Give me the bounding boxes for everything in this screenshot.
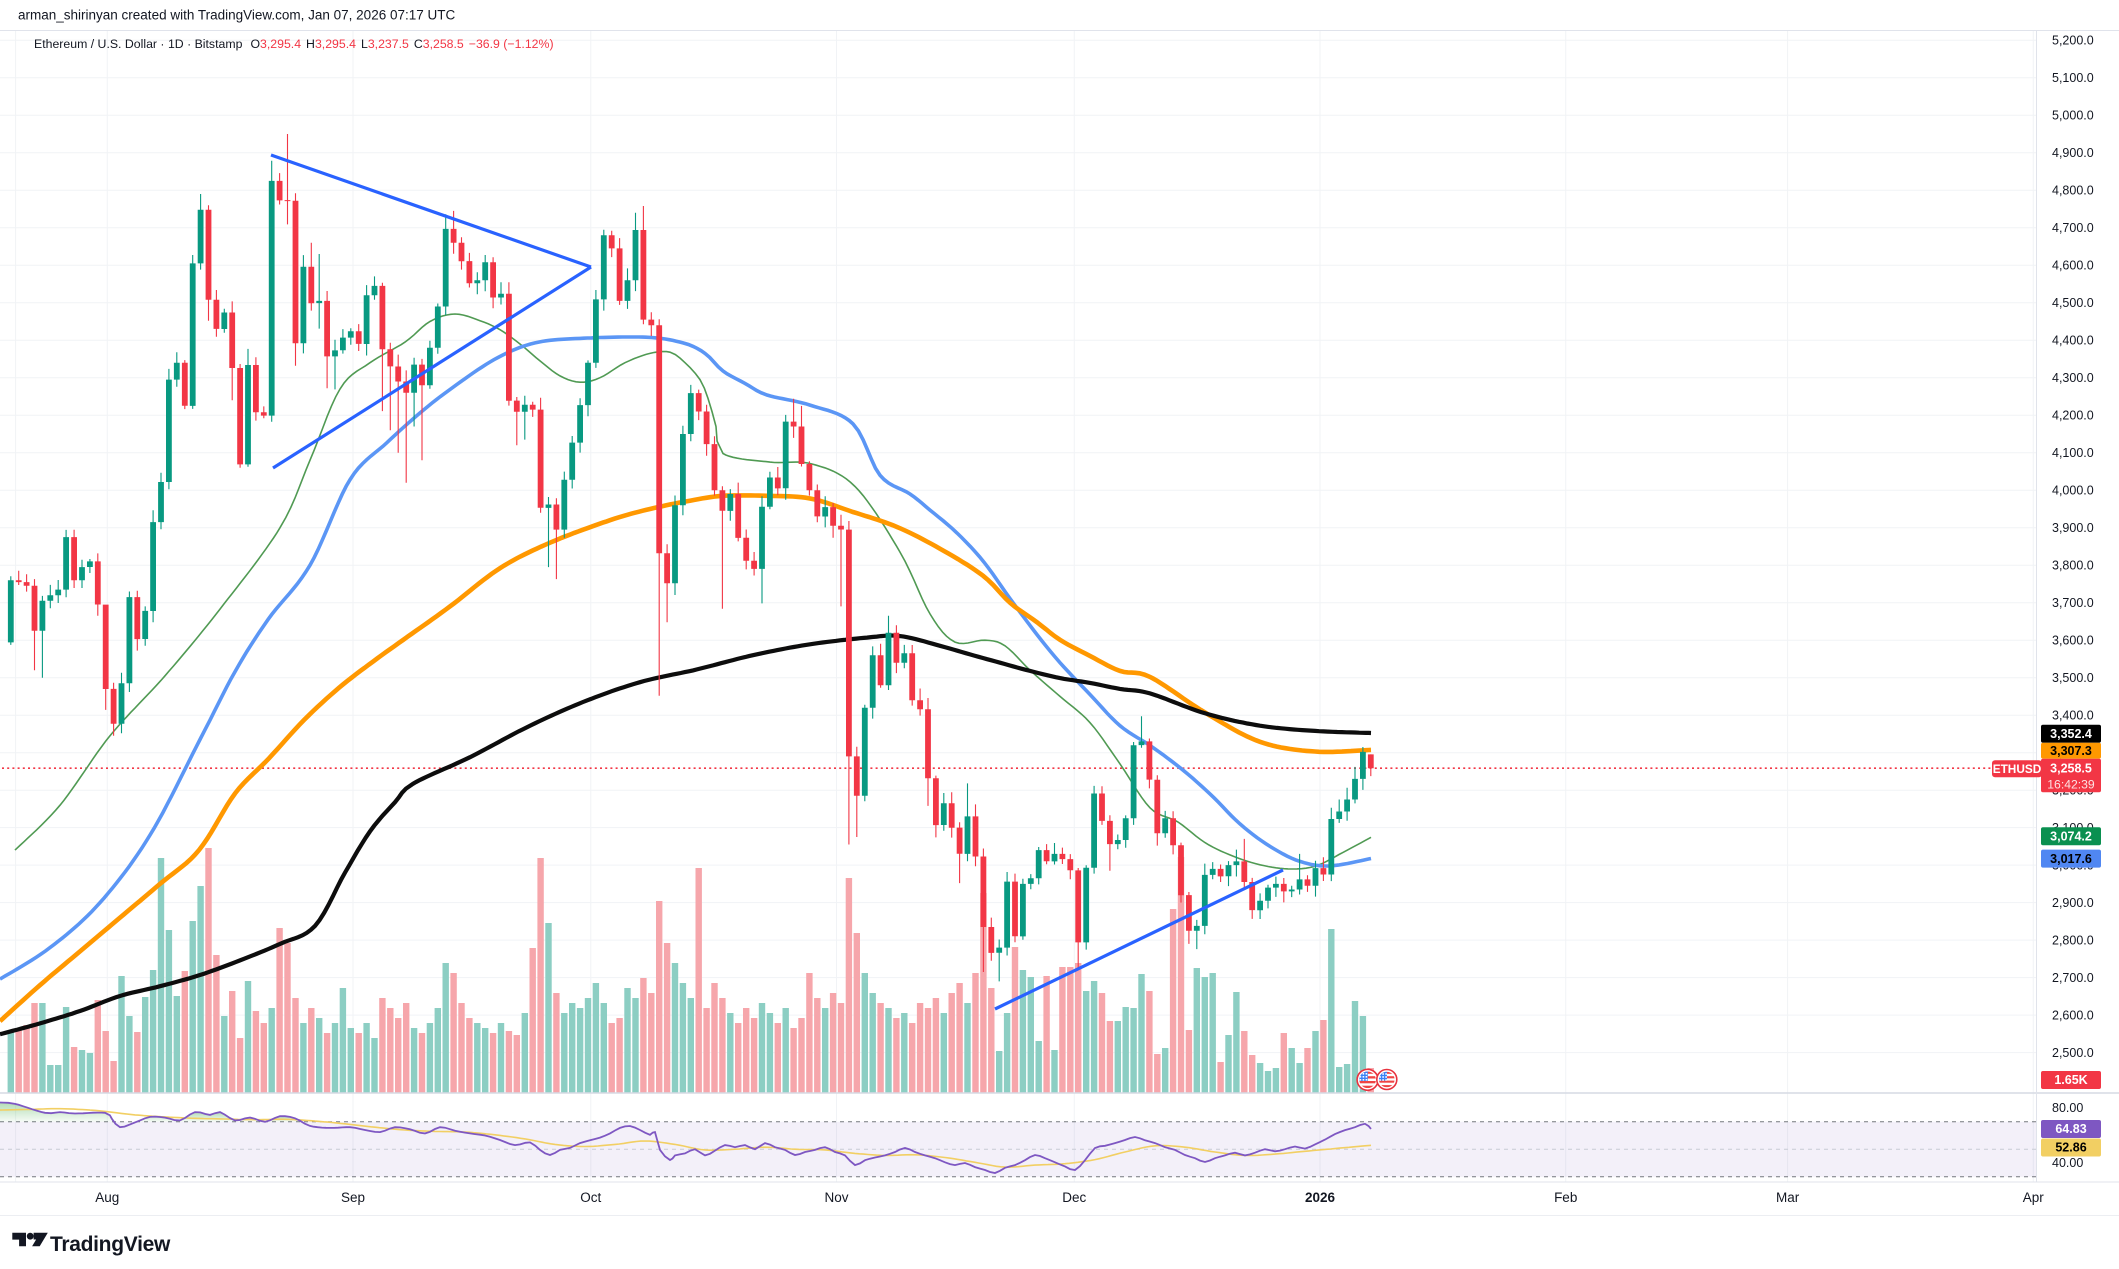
svg-text:Dec: Dec [1062,1190,1086,1205]
svg-text:3,017.6: 3,017.6 [2050,852,2092,866]
svg-text:1.65K: 1.65K [2054,1073,2087,1087]
svg-text:3,352.4: 3,352.4 [2050,727,2092,741]
svg-text:16:42:39: 16:42:39 [2047,778,2095,792]
svg-text:4,800.0: 4,800.0 [2052,184,2094,198]
svg-text:3,400.0: 3,400.0 [2052,708,2094,722]
svg-text:2,500.0: 2,500.0 [2052,1046,2094,1060]
svg-text:arman_shirinyan created with T: arman_shirinyan created with TradingView… [18,8,455,23]
svg-text:3,600.0: 3,600.0 [2052,633,2094,647]
svg-text:4,600.0: 4,600.0 [2052,259,2094,273]
svg-text:3,700.0: 3,700.0 [2052,596,2094,610]
svg-text:80.00: 80.00 [2052,1101,2083,1115]
svg-text:3,307.3: 3,307.3 [2050,744,2092,758]
svg-text:4,200.0: 4,200.0 [2052,408,2094,422]
svg-text:5,000.0: 5,000.0 [2052,109,2094,123]
svg-text:Sep: Sep [341,1190,365,1205]
svg-text:4,100.0: 4,100.0 [2052,446,2094,460]
svg-text:Feb: Feb [1554,1190,1577,1205]
svg-text:Oct: Oct [580,1190,601,1205]
svg-text:4,300.0: 4,300.0 [2052,371,2094,385]
svg-text:4,400.0: 4,400.0 [2052,333,2094,347]
svg-text:Aug: Aug [95,1190,119,1205]
svg-text:4,700.0: 4,700.0 [2052,221,2094,235]
svg-text:Mar: Mar [1776,1190,1800,1205]
svg-text:2,700.0: 2,700.0 [2052,971,2094,985]
svg-text:4,000.0: 4,000.0 [2052,483,2094,497]
svg-text:3,800.0: 3,800.0 [2052,558,2094,572]
svg-text:Nov: Nov [824,1190,848,1205]
svg-text:2,600.0: 2,600.0 [2052,1008,2094,1022]
svg-text:2026: 2026 [1305,1190,1336,1205]
svg-text:Ethereum / U.S. Dollar · 1D ·: Ethereum / U.S. Dollar · 1D · Bitstamp O3… [34,37,554,51]
svg-text:3,258.5: 3,258.5 [2050,762,2092,776]
svg-text:52.86: 52.86 [2055,1141,2086,1155]
svg-text:4,900.0: 4,900.0 [2052,146,2094,160]
svg-text:TradingView: TradingView [50,1233,171,1256]
svg-text:2,900.0: 2,900.0 [2052,896,2094,910]
svg-text:3,900.0: 3,900.0 [2052,521,2094,535]
svg-text:4,500.0: 4,500.0 [2052,296,2094,310]
svg-text:40.00: 40.00 [2052,1156,2083,1170]
svg-text:64.83: 64.83 [2055,1122,2086,1136]
svg-text:2,800.0: 2,800.0 [2052,933,2094,947]
svg-text:5,200.0: 5,200.0 [2052,34,2094,48]
svg-text:3,074.2: 3,074.2 [2050,829,2092,843]
svg-text:3,500.0: 3,500.0 [2052,671,2094,685]
svg-text:ETHUSD: ETHUSD [1993,762,2042,776]
svg-text:5,100.0: 5,100.0 [2052,71,2094,85]
svg-text:Apr: Apr [2023,1190,2045,1205]
